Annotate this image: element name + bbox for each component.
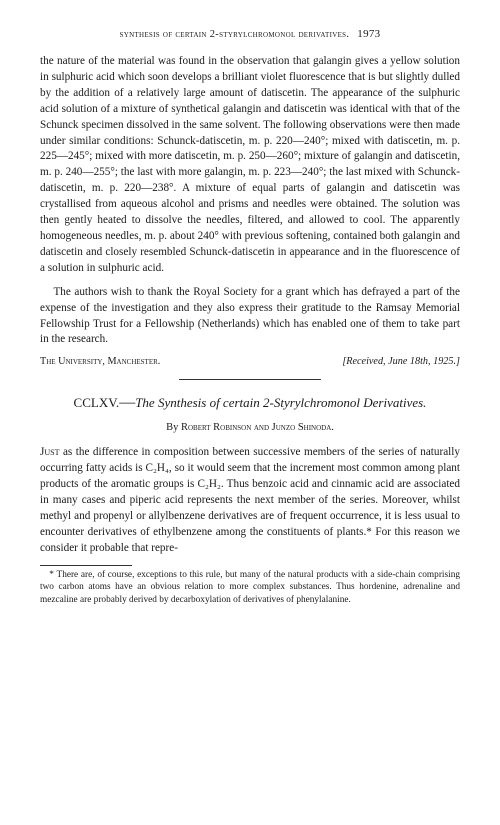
authors-line: By Robert Robinson and Junzo Shinoda. (40, 422, 460, 433)
running-head: synthesis of certain 2-styrylchromonol d… (40, 28, 460, 40)
footnote: * There are, of course, exceptions to th… (40, 569, 460, 607)
article-roman-numeral: CCLXV. (74, 395, 120, 410)
affiliation: The University, Manchester. (40, 356, 160, 367)
page-number: 1973 (357, 28, 380, 40)
by-word: By (166, 422, 178, 433)
received-date: [Received, June 18th, 1925.] (342, 356, 460, 367)
author-names: Robert Robinson and Junzo Shinoda. (181, 422, 334, 433)
paragraph-continuation: the nature of the material was found in … (40, 54, 460, 277)
article-title-block: CCLXV.—The Synthesis of certain 2-Styryl… (40, 394, 460, 412)
affiliation-line: The University, Manchester. [Received, J… (40, 356, 460, 367)
lead-word: Just (40, 446, 59, 458)
footnote-rule (40, 565, 132, 566)
page: synthesis of certain 2-styrylchromonol d… (0, 0, 500, 626)
intro-text: as the difference in composition between… (40, 446, 460, 553)
article-title: The Synthesis of certain 2-Styrylchromon… (135, 395, 426, 410)
running-head-text: synthesis of certain 2-styrylchromonol d… (120, 29, 350, 40)
section-rule (179, 379, 322, 380)
paragraph-acknowledgement: The authors wish to thank the Royal Soci… (40, 285, 460, 349)
paragraph-intro: Just as the difference in composition be… (40, 445, 460, 556)
